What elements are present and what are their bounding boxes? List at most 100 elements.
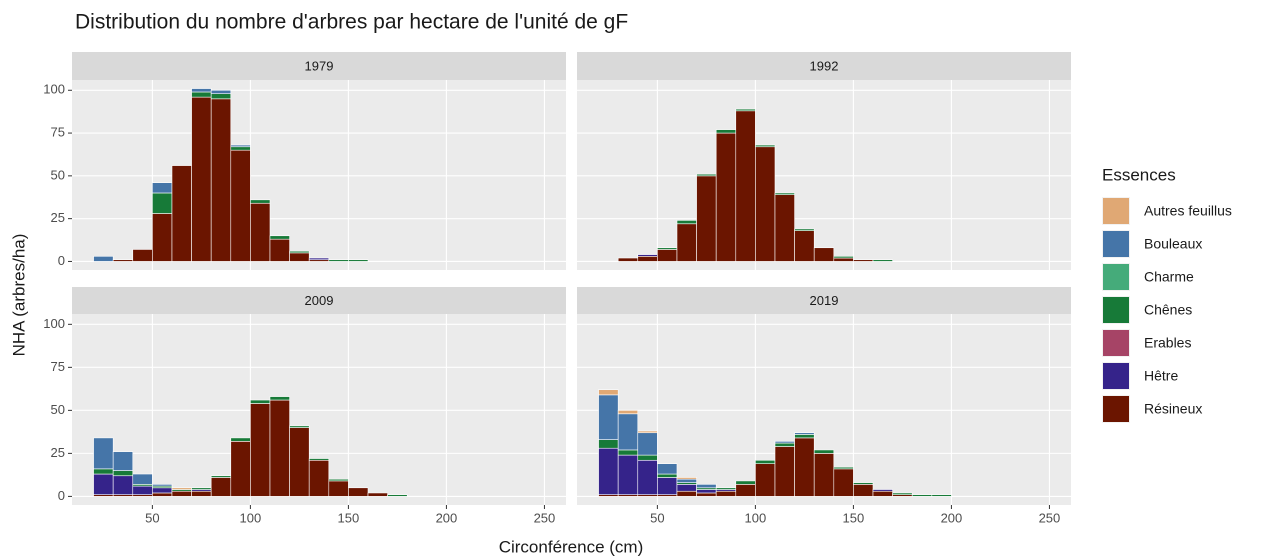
strip — [577, 52, 1071, 80]
bar-segment — [853, 259, 874, 262]
bar-segment — [676, 490, 697, 497]
y-tick-label: 100 — [43, 316, 65, 331]
x-tick-label: 100 — [745, 510, 767, 525]
bar-segment — [715, 129, 737, 134]
bar-segment — [152, 192, 173, 214]
bar-segment — [617, 449, 639, 456]
bar-segment — [715, 132, 737, 262]
strip-label: 2019 — [810, 293, 839, 308]
bar-segment — [269, 235, 290, 240]
bar-segment — [328, 259, 349, 262]
x-tick-label: 50 — [145, 510, 159, 525]
bar-segment — [112, 451, 134, 471]
x-tick-label: 100 — [240, 510, 262, 525]
bar-segment — [210, 477, 232, 497]
bar-segment — [210, 93, 232, 100]
strip-label: 1992 — [810, 58, 839, 73]
bar-segment — [833, 466, 854, 470]
bar-segment — [210, 98, 232, 262]
legend-label: Bouleaux — [1144, 236, 1202, 252]
bar-segment — [210, 475, 232, 478]
bar-segment — [230, 146, 251, 151]
bar-segment — [93, 437, 114, 470]
bar-segment — [853, 482, 874, 485]
bar-segment — [794, 434, 815, 439]
bar-segment — [774, 192, 795, 195]
bar-segment — [269, 399, 290, 497]
bar-segment — [637, 432, 658, 456]
y-axis-title: NHA (arbres/ha) — [9, 234, 28, 357]
legend-swatch — [1103, 363, 1129, 389]
x-tick-label: 150 — [843, 510, 865, 525]
bar-segment — [598, 447, 619, 495]
x-tick-label: 250 — [534, 510, 556, 525]
panel — [577, 80, 1071, 270]
bar-segment — [755, 146, 776, 262]
bar-segment — [735, 108, 756, 112]
chart-title: Distribution du nombre d'arbres par hect… — [75, 11, 628, 34]
bar-segment — [289, 252, 310, 262]
bar-segment — [657, 477, 678, 495]
bar-segment — [637, 254, 658, 257]
x-tick-label: 50 — [650, 510, 664, 525]
strip-label: 1979 — [305, 58, 334, 73]
bar-segment — [833, 257, 854, 262]
bar-segment — [813, 449, 835, 454]
bar-segment — [617, 410, 639, 415]
x-tick-label: 200 — [436, 510, 458, 525]
bar-segment — [152, 182, 173, 194]
bar-segment — [676, 477, 697, 480]
legend-label: Hêtre — [1144, 368, 1178, 384]
bar-segment — [289, 250, 310, 254]
bar-segment — [171, 165, 192, 262]
bar-segment — [872, 490, 893, 497]
bar-segment — [872, 489, 893, 492]
bar-segment — [774, 442, 795, 447]
bar-segment — [308, 458, 330, 461]
bar-segment — [774, 441, 795, 444]
legend-swatch — [1103, 264, 1129, 290]
bar-segment — [250, 199, 271, 204]
bar-segment — [735, 484, 756, 497]
bar-segment — [657, 463, 678, 475]
legend-swatch — [1103, 297, 1129, 323]
bar-segment — [696, 173, 717, 177]
bar-segment — [230, 437, 251, 442]
bar-segment — [617, 454, 639, 495]
bar-segment — [289, 425, 310, 428]
bar-segment — [774, 446, 795, 497]
bar-segment — [676, 220, 697, 225]
x-tick-label: 200 — [941, 510, 963, 525]
strip — [72, 52, 566, 80]
bar-segment — [676, 223, 697, 262]
bar-segment — [598, 389, 619, 396]
legend-label: Autres feuillus — [1144, 203, 1232, 219]
bar-segment — [191, 88, 212, 93]
bar-segment — [269, 238, 290, 262]
bar-segment — [348, 259, 369, 262]
bar-segment — [853, 484, 874, 497]
bar-segment — [171, 487, 192, 490]
bar-segment — [794, 230, 815, 262]
legend-swatch — [1103, 330, 1129, 356]
bar-segment — [657, 473, 678, 478]
bar-segment — [794, 432, 815, 435]
bar-segment — [696, 175, 717, 262]
bar-segment — [210, 89, 232, 94]
bar-segment — [696, 484, 717, 489]
bar-segment — [657, 247, 678, 250]
bar-segment — [191, 487, 212, 490]
bar-segment — [657, 249, 678, 262]
legend-title: Essences — [1102, 165, 1176, 184]
bar-segment — [152, 487, 173, 494]
bar-segment — [774, 194, 795, 262]
y-tick-label: 25 — [51, 445, 65, 460]
bar-segment — [93, 473, 114, 495]
bar-segment — [191, 91, 212, 98]
y-tick-label: 50 — [51, 402, 65, 417]
bar-segment — [755, 463, 776, 497]
y-tick-label: 0 — [58, 488, 65, 503]
x-tick-label: 250 — [1039, 510, 1061, 525]
bar-segment — [637, 454, 658, 461]
